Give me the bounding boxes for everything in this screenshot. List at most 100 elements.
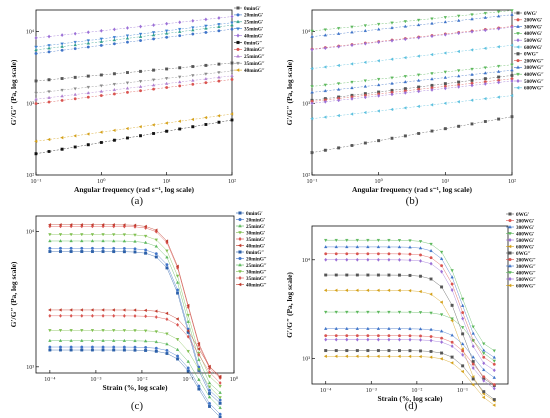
data-point: [186, 334, 190, 339]
data-point: [496, 95, 500, 99]
data-point: [186, 303, 190, 308]
data-point: [99, 94, 103, 98]
data-point: [80, 239, 84, 243]
data-point: [387, 337, 391, 342]
data-point: [419, 274, 422, 278]
data-point: [218, 375, 222, 379]
data-point: [79, 308, 83, 312]
data-point: [73, 43, 77, 47]
legend-entry: 35minG″: [236, 276, 267, 282]
data-point: [323, 115, 327, 119]
series-35minG″: [34, 69, 234, 95]
data-point: [230, 61, 234, 65]
legend-label: 0WG′: [516, 212, 530, 218]
data-point: [112, 27, 116, 32]
data-point: [191, 18, 195, 23]
data-point: [345, 337, 349, 342]
data-point: [450, 344, 454, 349]
data-point: [165, 21, 169, 26]
data-point: [350, 112, 354, 116]
data-point: [191, 26, 195, 30]
data-point: [450, 282, 454, 286]
data-point: [138, 34, 143, 38]
data-point: [178, 66, 182, 70]
data-point: [218, 415, 222, 418]
data-point: [80, 250, 84, 254]
data-point: [143, 329, 148, 333]
series-0minG″: [48, 348, 222, 418]
data-point: [483, 15, 488, 19]
data-point: [496, 45, 500, 49]
data-point: [58, 233, 63, 237]
data-point: [217, 29, 221, 33]
data-point: [217, 71, 221, 75]
data-point: [310, 66, 314, 71]
data-point: [69, 246, 73, 250]
legend-label: 35minG′: [246, 237, 266, 243]
data-point: [165, 348, 169, 352]
data-point: [154, 244, 158, 248]
legend-entry: 300WG′: [514, 24, 543, 30]
data-point: [416, 23, 421, 27]
data-point: [429, 327, 433, 331]
data-point: [429, 261, 433, 266]
data-point: [34, 91, 38, 95]
data-point: [456, 100, 460, 104]
data-point: [492, 368, 496, 373]
data-point: [143, 339, 148, 343]
data-point: [470, 67, 474, 71]
series-200WG″: [324, 334, 496, 387]
y-tick-label: 10⁴: [302, 30, 310, 36]
data-point: [197, 377, 201, 381]
data-point: [481, 395, 485, 400]
data-point: [204, 77, 208, 81]
data-point: [417, 35, 421, 40]
data-point: [151, 78, 156, 82]
legend-label: 300WG″: [516, 264, 536, 270]
legend-entry: 500WG′: [514, 38, 543, 44]
data-point: [60, 33, 64, 38]
data-point: [58, 329, 63, 333]
data-point: [48, 233, 52, 237]
legend-label: 40minG″: [244, 68, 265, 74]
data-point: [390, 136, 394, 140]
data-point: [376, 252, 380, 256]
data-point: [175, 264, 179, 268]
data-point: [418, 289, 422, 294]
data-point: [429, 350, 433, 353]
data-point: [460, 326, 465, 330]
data-point: [376, 354, 380, 358]
legend-entry: 25minG″: [236, 263, 267, 269]
legend-entry: 500WG″: [514, 79, 544, 85]
legend-marker: [516, 59, 520, 63]
data-point: [69, 348, 73, 352]
data-point: [176, 291, 180, 295]
data-point: [112, 72, 116, 76]
data-point: [208, 401, 211, 405]
data-point: [430, 72, 434, 76]
data-point: [196, 347, 201, 351]
data-point: [112, 128, 116, 133]
data-point: [510, 25, 514, 30]
data-point: [73, 87, 77, 91]
data-point: [197, 352, 201, 357]
data-point: [99, 43, 103, 47]
data-point: [350, 25, 354, 29]
data-point: [461, 364, 465, 368]
data-point: [390, 107, 394, 112]
data-point: [99, 39, 104, 43]
data-point: [429, 256, 433, 260]
data-point: [47, 44, 51, 48]
data-point: [79, 223, 83, 227]
legend-entry: 200WG′: [506, 218, 535, 224]
data-point: [151, 83, 156, 87]
data-point: [230, 112, 234, 116]
data-point: [416, 73, 421, 77]
data-point: [112, 138, 116, 142]
legend-label: 20minG′: [246, 217, 266, 223]
data-point: [154, 228, 158, 232]
data-point: [204, 72, 208, 76]
data-point: [334, 337, 338, 342]
data-point: [324, 238, 328, 243]
data-point: [471, 366, 475, 370]
